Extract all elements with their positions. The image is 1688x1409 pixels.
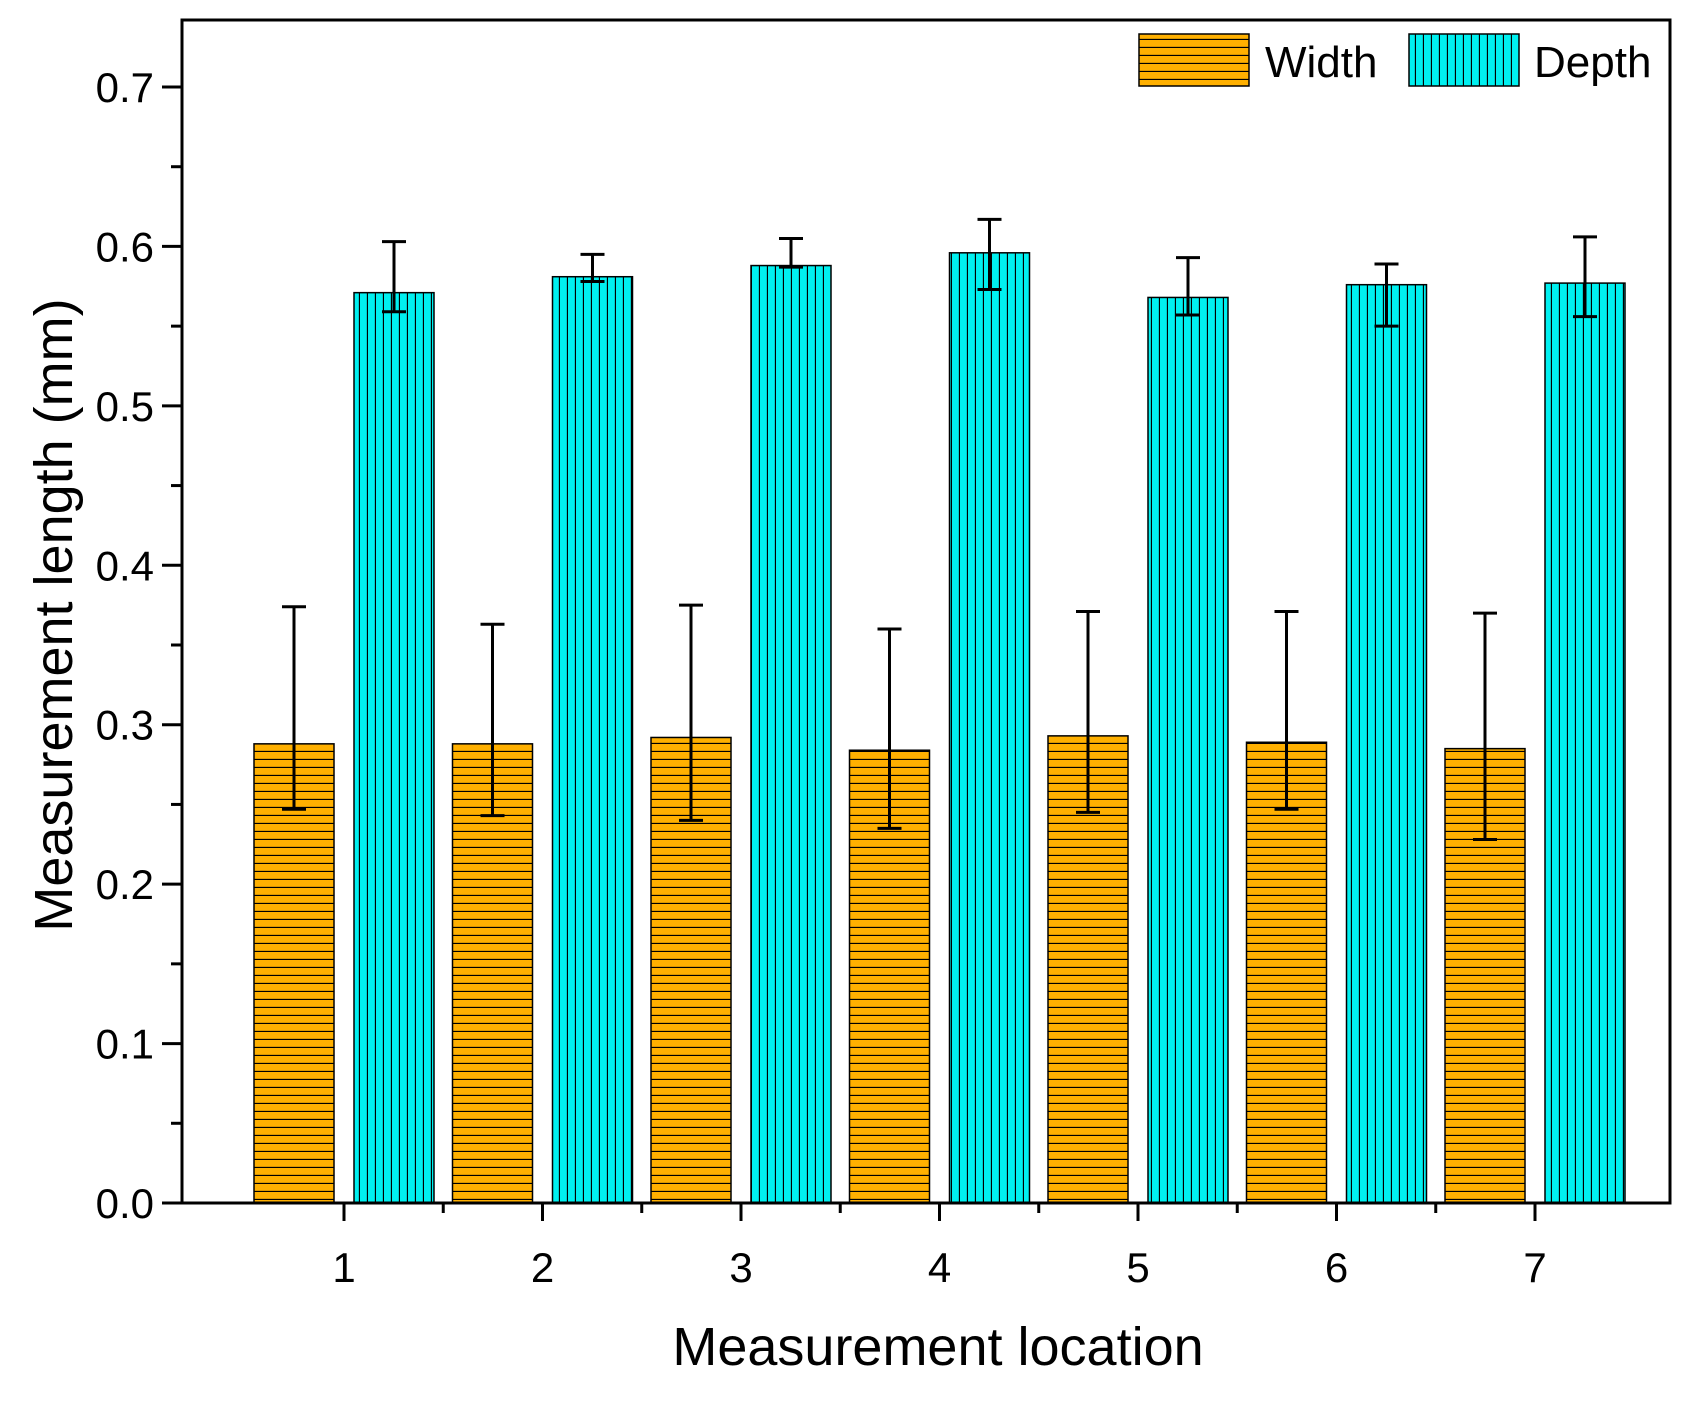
y-tick-label: 0.6 xyxy=(96,223,154,270)
bar-depth-2 xyxy=(551,275,634,1204)
x-tick-label: 7 xyxy=(1523,1244,1546,1291)
y-tick-label: 0.2 xyxy=(96,861,154,908)
legend-swatch-width xyxy=(1138,33,1250,87)
x-tick-label: 5 xyxy=(1126,1244,1149,1291)
y-tick-label: 0.4 xyxy=(96,542,154,589)
legend: Width Depth xyxy=(1138,33,1651,87)
legend-swatch-depth xyxy=(1408,33,1520,87)
x-tick-label: 4 xyxy=(928,1244,951,1291)
y-axis-title: Measurement length (mm) xyxy=(24,298,84,931)
x-tick-label: 6 xyxy=(1325,1244,1348,1291)
bar-depth-3 xyxy=(750,264,832,1204)
y-tick-label: 0.0 xyxy=(96,1180,154,1227)
bar-depth-4 xyxy=(948,252,1031,1204)
bar-depth-7 xyxy=(1544,282,1626,1204)
x-axis-title: Measurement location xyxy=(672,1317,1203,1377)
x-tick-label: 1 xyxy=(332,1244,355,1291)
legend-label-depth: Depth xyxy=(1534,38,1651,87)
bar-depth-5 xyxy=(1147,296,1229,1204)
error-bars-layer xyxy=(282,217,1597,842)
bar-width-1 xyxy=(253,743,335,1204)
y-tick-label: 0.1 xyxy=(96,1021,154,1068)
plot-frame xyxy=(180,18,1672,1205)
y-tick-label: 0.3 xyxy=(96,702,154,749)
bar-width-6 xyxy=(1245,741,1328,1204)
legend-label-width: Width xyxy=(1265,38,1377,87)
x-tick-label: 2 xyxy=(531,1244,554,1291)
bars-layer xyxy=(253,252,1626,1204)
bar-width-2 xyxy=(451,743,534,1204)
y-tick-label: 0.7 xyxy=(96,64,154,111)
bar-depth-6 xyxy=(1345,283,1428,1204)
y-tick-label: 0.5 xyxy=(96,383,154,430)
x-tick-label: 3 xyxy=(729,1244,752,1291)
bar-depth-1 xyxy=(353,291,435,1204)
axes-layer: 0.0 0.1 0.2 0.3 0.4 0.5 0.6 0.7 1 2 3 4 5 6 7 xyxy=(96,18,1672,1291)
